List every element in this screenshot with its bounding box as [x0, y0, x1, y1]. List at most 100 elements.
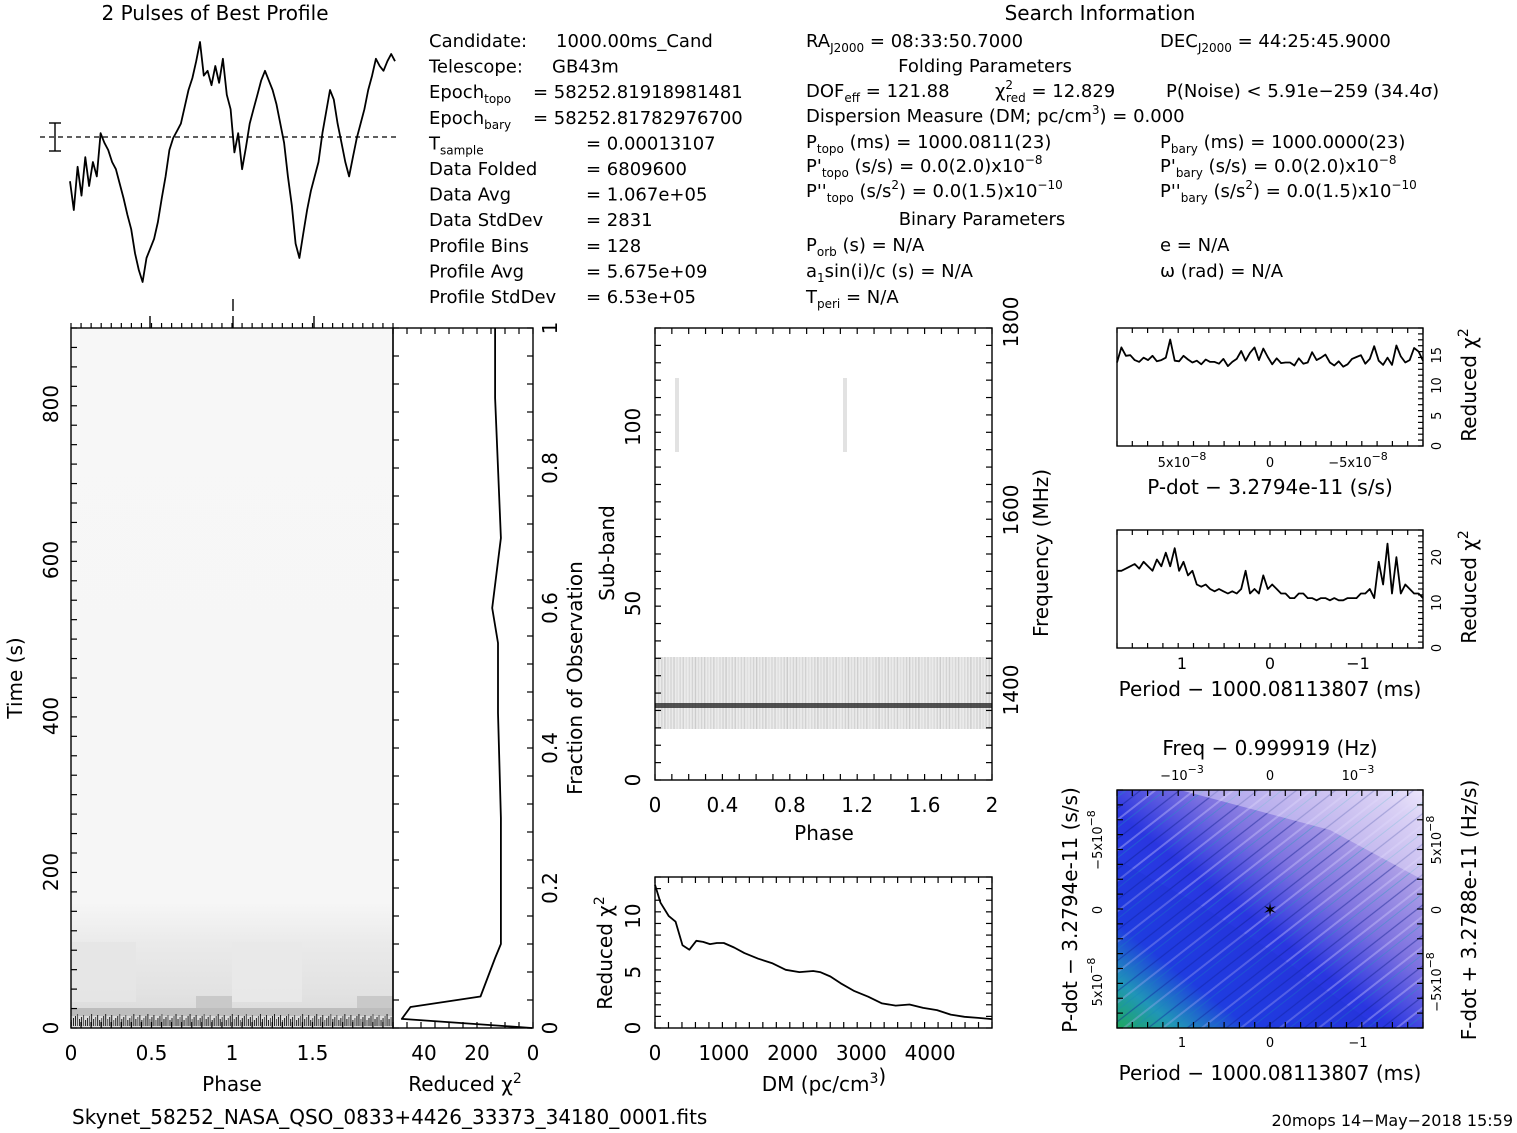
small-y-tick-label: 20 — [1430, 549, 1445, 566]
plane-pdot-tick-label: 5x10−8 — [1085, 958, 1106, 1007]
fraction-tick-label: 0.8 — [538, 452, 562, 484]
candidate-info-row: Profile StdDev — [429, 287, 557, 308]
time-tick-label: 800 — [39, 385, 63, 423]
candidate-info-row: Epochbary — [429, 108, 511, 132]
pddot-bary: P''bary (s/s2) = 0.0(1.5)x10−10 — [1160, 178, 1417, 205]
p-noise: P(Noise) < 5.91e−259 (34.4σ) — [1166, 81, 1439, 102]
search-info-title: Search Information — [1005, 1, 1196, 25]
candidate-info-block: Candidate: 1000.00ms_Cand Telescope: GB43m E… — [428, 31, 743, 308]
time-tick-label: 600 — [39, 541, 63, 579]
small-y-tick-label: 15 — [1430, 347, 1445, 364]
search-info-block: RAJ2000 = 08:33:50.7000 DECJ2000 = 44:25… — [805, 31, 1439, 311]
a1-sini: a1sin(i)/c (s) = N/A — [806, 261, 974, 285]
chi2-pdot-trace — [1116, 338, 1424, 368]
pdot-topo: P'topo (s/s) = 0.0(2.0)x10−8 — [806, 153, 1043, 180]
phase-tick-label: 0 — [65, 1041, 78, 1065]
subband-phase-tick-label: 0 — [649, 793, 662, 817]
plane-period-tick-label: −1 — [1348, 1036, 1367, 1051]
candidate-info-value: = 0.00013107 — [586, 133, 716, 154]
chi2-tick-label: 40 — [411, 1041, 436, 1065]
frequency-tick-label: 1400 — [999, 665, 1023, 716]
candidate-info-value: = 6809600 — [586, 159, 687, 180]
chi2-fraction-xlabel: Reduced χ2 — [408, 1071, 522, 1096]
candidate-info-value: = 58252.81782976700 — [533, 108, 743, 129]
profile-title: 2 Pulses of Best Profile — [102, 1, 329, 25]
plane-period-tick-label: 0 — [1266, 1036, 1274, 1051]
frequency-tick-label: 1600 — [999, 485, 1023, 536]
phase-tick-label: 0.5 — [136, 1041, 168, 1065]
dm-chi2-tick-label: 5 — [621, 966, 645, 979]
subband-xlabel: Phase — [794, 821, 854, 845]
small-x-tick-label: −5x10−8 — [1328, 450, 1388, 471]
candidate-info-row: Data StdDev — [429, 210, 544, 231]
candidate-info-row: Epochtopo — [429, 82, 511, 106]
small-x-tick-label: 0 — [1266, 456, 1274, 471]
time-phase-xlabel: Phase — [202, 1072, 262, 1096]
small-x-tick-label: 5x10−8 — [1158, 450, 1207, 471]
candidate-info-row: Profile Avg — [429, 261, 524, 282]
p-bary: Pbary (ms) = 1000.0000(23) — [1160, 132, 1405, 156]
candidate-info-row: Data Folded — [429, 159, 537, 180]
candidate-info-row: Tsample — [428, 133, 484, 157]
candidate-info-value: = 128 — [586, 236, 641, 257]
candidate-info-value: = 6.53e+05 — [586, 287, 696, 308]
time-tick-label: 400 — [39, 697, 63, 735]
fraction-tick-label: 0.6 — [538, 592, 562, 624]
subband-phase-tick-label: 2 — [986, 793, 999, 817]
chi2-fraction-trace — [400, 328, 533, 1029]
chi2-fraction-panel: 40 20 0 0 0.2 0.4 0.6 0.8 1 Reduced χ2 Fraction of… — [392, 322, 587, 1096]
plane-freq-tick-label: −10−3 — [1160, 763, 1204, 784]
chi2-dm-panel: 0 1000 2000 3000 4000 0 5 10 DM (pc/cm3) Reduced … — [592, 876, 993, 1096]
chi2-tick-label: 0 — [527, 1041, 540, 1065]
fraction-tick-label: 0 — [538, 1022, 562, 1035]
plane-period-tick-label: 1 — [1178, 1036, 1186, 1051]
subband-tick-label: 0 — [621, 774, 645, 787]
profile-trace — [69, 41, 396, 283]
fits-filename: Skynet_58252_NASA_QSO_0833+4426_33373_34… — [72, 1105, 707, 1129]
time-phase-ylabel: Time (s) — [3, 637, 27, 719]
timestamp: 20mops 14−May−2018 15:59 — [1272, 1111, 1513, 1130]
dm-xlabel: DM (pc/cm3) — [762, 1064, 886, 1096]
dm-tick-label: 2000 — [767, 1041, 818, 1065]
frequency-tick-label: 1800 — [999, 297, 1023, 348]
candidate-info-value: = 5.675e+09 — [586, 261, 707, 282]
frequency-ylabel: Frequency (MHz) — [1029, 469, 1053, 637]
small-y-tick-label: 10 — [1430, 594, 1445, 611]
p-topo: Ptopo (ms) = 1000.0811(23) — [806, 132, 1051, 156]
chi2-pdot-panel: 5x10−8 0 −5x10−8 0 5 10 15 P-dot − 3.2794e-11 (… — [1116, 327, 1481, 499]
candidate-info-value: = 58252.81918981481 — [533, 82, 743, 103]
small-x-tick-label: 0 — [1265, 654, 1275, 673]
binary-params-title: Binary Parameters — [899, 209, 1066, 230]
subband-phase-tick-label: 0.8 — [774, 793, 806, 817]
small-x-tick-label: −1 — [1346, 654, 1370, 673]
dm-tick-label: 0 — [649, 1041, 662, 1065]
time-phase-panel: 0 0.5 1 1.5 0 200 400 600 800 Phase Time (s) — [3, 316, 394, 1096]
subband-phase-panel: 0 0.4 0.8 1.2 1.6 2 0 50 100 1400 1600 1800 Phase Sub… — [595, 297, 1053, 845]
time-tick-label: 200 — [39, 853, 63, 891]
plane-fdot-ylabel: F-dot + 3.2788e-11 (Hz/s) — [1457, 780, 1481, 1041]
small-y-tick-label: 5 — [1430, 412, 1445, 420]
dm-tick-label: 1000 — [698, 1041, 749, 1065]
dispersion-measure: Dispersion Measure (DM; pc/cm3) = 0.000 — [806, 103, 1185, 127]
plane-xlabel: Period − 1000.08113807 (ms) — [1119, 1061, 1422, 1085]
phase-tick-label: 1 — [226, 1041, 239, 1065]
dm-chi2-tick-label: 0 — [621, 1022, 645, 1035]
dm-chi2-tick-label: 10 — [621, 903, 645, 928]
phase-tick-label: 1.5 — [297, 1041, 329, 1065]
dec-j2000: DECJ2000 = 44:25:45.9000 — [1160, 31, 1391, 55]
chi2-red: χ2 red = 12.829 — [995, 78, 1115, 105]
time-tick-label: 0 — [39, 1022, 63, 1035]
small-y-tick-label: 0 — [1430, 644, 1445, 652]
pd-xlabel: P-dot − 3.2794e-11 (s/s) — [1147, 475, 1393, 499]
dof-eff: DOFeff = 121.88 — [806, 81, 950, 105]
omega: ω (rad) = N/A — [1160, 261, 1284, 282]
chi2-fraction-ylabel: Fraction of Observation — [563, 561, 587, 795]
plane-fdot-tick-label: 5x10−8 — [1424, 816, 1445, 865]
candidate-info-value: GB43m — [552, 57, 619, 78]
pdot-period-panel: ✶ 1 0 −1 −10−3 0 10−3 −5x10−8 0 5x10−8 5x10−8 0 −5x… — [1058, 736, 1481, 1085]
chi2-tick-label: 20 — [464, 1041, 489, 1065]
chi2-dm-trace — [654, 884, 993, 1020]
subband-tick-label: 100 — [621, 408, 645, 446]
plane-freq-tick-label: 0 — [1266, 769, 1274, 784]
plane-freq-tick-label: 10−3 — [1342, 763, 1375, 784]
